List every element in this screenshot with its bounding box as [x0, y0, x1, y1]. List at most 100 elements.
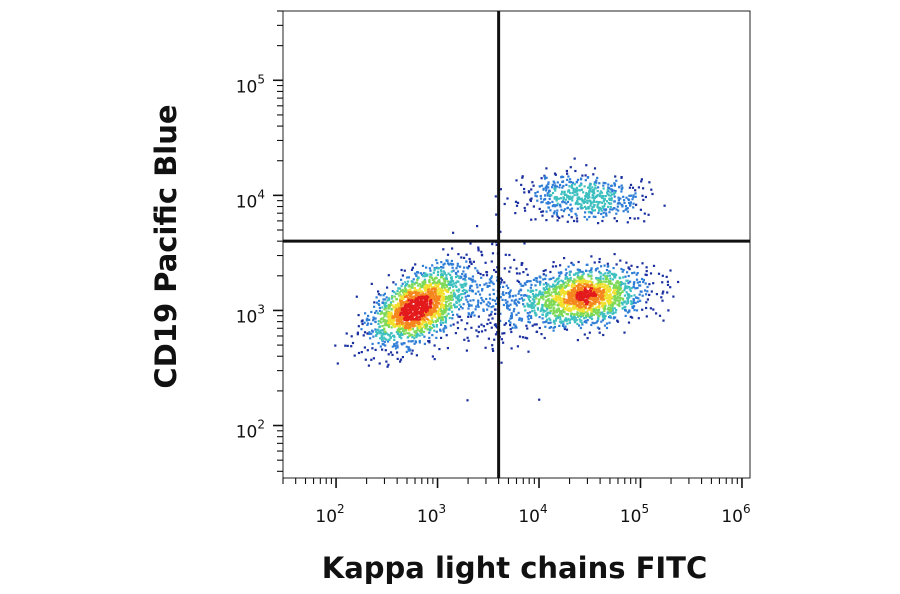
data-point: [418, 296, 421, 299]
data-point: [387, 303, 390, 307]
data-point: [491, 347, 494, 351]
data-point: [607, 190, 610, 193]
data-point: [547, 305, 550, 308]
data-point: [477, 315, 480, 318]
data-point: [409, 324, 412, 327]
data-point: [540, 333, 543, 336]
data-point: [442, 299, 445, 302]
data-point: [492, 305, 495, 308]
data-point: [437, 307, 440, 310]
data-point: [558, 324, 561, 327]
data-point: [379, 331, 382, 335]
data-point: [581, 206, 584, 209]
data-point: [548, 287, 551, 291]
data-point: [431, 264, 434, 267]
data-point: [515, 272, 519, 275]
data-point: [510, 312, 513, 315]
data-point: [399, 333, 403, 336]
data-point: [662, 319, 665, 322]
data-point: [428, 300, 431, 303]
data-point: [433, 269, 436, 272]
data-point: [565, 183, 568, 186]
data-point: [601, 291, 604, 294]
data-point: [456, 321, 459, 324]
data-point: [441, 289, 444, 292]
data-point: [608, 274, 611, 277]
data-point: [657, 272, 661, 275]
data-point: [463, 266, 466, 269]
data-point: [594, 308, 597, 311]
data-point: [561, 289, 564, 292]
data-point: [436, 319, 439, 323]
data-point: [502, 285, 505, 288]
data-point: [606, 193, 609, 196]
data-point: [412, 324, 415, 327]
data-point: [405, 310, 409, 313]
data-point: [561, 324, 565, 327]
data-point: [598, 302, 601, 305]
data-point: [410, 268, 414, 271]
data-point: [396, 324, 399, 327]
data-point: [441, 286, 444, 289]
data-point: [439, 282, 442, 285]
data-point: [583, 288, 586, 292]
data-point: [451, 313, 455, 316]
data-point: [430, 326, 433, 330]
data-point: [548, 307, 551, 310]
data-point: [433, 280, 436, 284]
data-point: [476, 303, 479, 307]
data-point: [398, 330, 402, 334]
data-point: [518, 335, 522, 338]
data-point: [594, 187, 597, 190]
data-point: [463, 274, 466, 277]
data-point: [443, 327, 446, 330]
data-point: [593, 295, 596, 299]
data-point: [453, 292, 456, 295]
data-point: [600, 201, 604, 204]
data-point: [379, 318, 382, 321]
data-point: [545, 285, 548, 289]
data-point: [552, 276, 555, 279]
data-point: [432, 298, 435, 301]
data-point: [619, 202, 622, 205]
data-point: [444, 284, 448, 287]
data-point: [566, 279, 569, 282]
data-point: [477, 305, 480, 308]
data-point: [631, 316, 634, 319]
data-point: [587, 286, 590, 289]
data-point: [568, 297, 571, 300]
data-point: [410, 340, 413, 343]
data-point: [617, 295, 620, 298]
data-point: [617, 300, 620, 303]
data-point: [577, 189, 580, 192]
data-point: [391, 353, 394, 356]
data-point: [588, 331, 591, 334]
data-point: [556, 219, 559, 222]
data-point: [418, 292, 421, 295]
data-point: [445, 334, 448, 337]
data-point: [407, 297, 410, 300]
data-point: [579, 289, 582, 292]
x-axis-title: Kappa light chains FITC: [322, 551, 707, 585]
data-point: [574, 188, 577, 191]
data-point: [395, 319, 398, 322]
data-point: [355, 295, 358, 298]
data-point: [398, 294, 401, 297]
data-point: [584, 174, 587, 177]
data-point: [563, 294, 566, 298]
data-point: [402, 293, 405, 297]
data-point: [501, 293, 504, 296]
data-point: [574, 302, 577, 305]
data-point: [428, 331, 431, 334]
data-point: [440, 317, 443, 320]
data-point: [539, 197, 543, 200]
data-point: [557, 271, 560, 274]
data-point: [561, 313, 564, 316]
data-point: [387, 314, 390, 317]
data-point: [546, 192, 549, 195]
data-point: [561, 186, 564, 189]
data-point: [577, 301, 580, 304]
data-point: [417, 289, 420, 292]
data-point: [400, 268, 403, 272]
data-point: [371, 347, 374, 350]
